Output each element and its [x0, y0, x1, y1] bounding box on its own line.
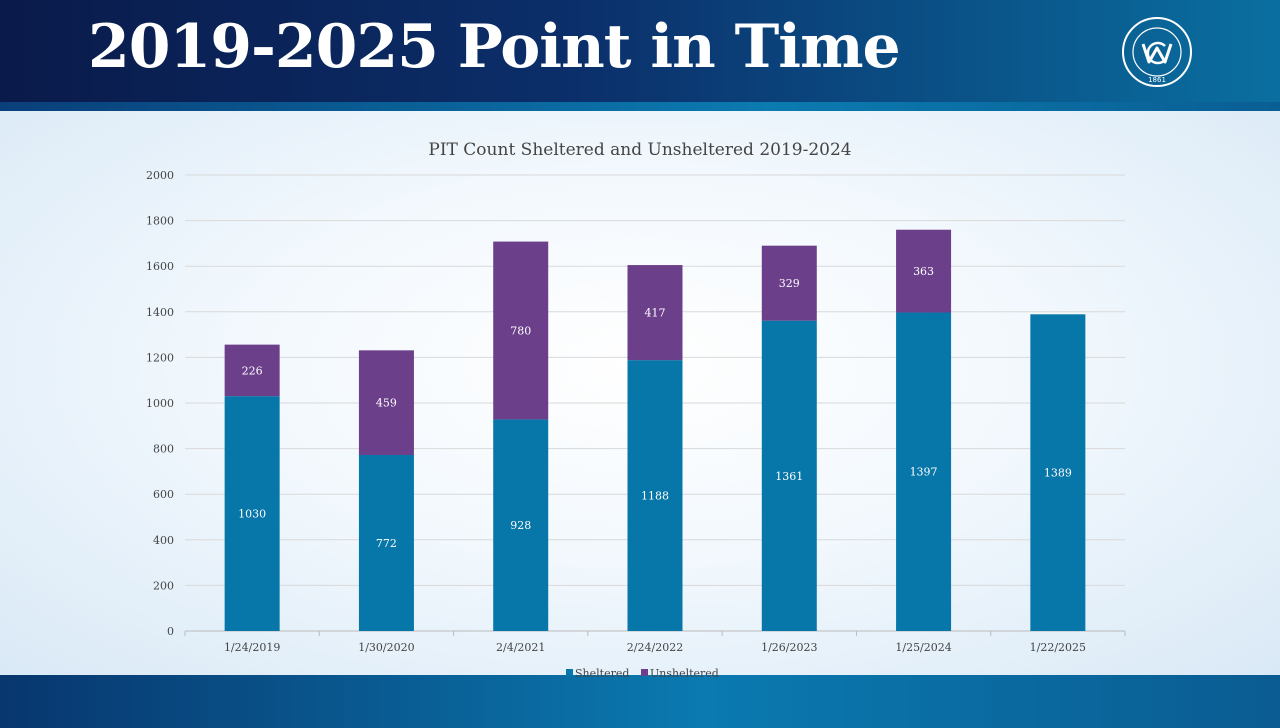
chart-bars: 1030 226 772 459 928 780 1188 417 1361 329 1397 363… [224, 229, 1086, 631]
bar-sheltered [1030, 314, 1086, 631]
data-label: 1030 [238, 508, 266, 521]
legend-swatch-sheltered [566, 669, 573, 676]
x-tick-label: 2/24/2022 [627, 641, 683, 654]
x-tick-label: 1/24/2019 [224, 641, 280, 654]
bar-unsheltered [761, 245, 817, 321]
data-label: 226 [242, 364, 263, 377]
data-label: 459 [376, 397, 397, 410]
y-axis: 0 200 400 600 800 1000 1200 1400 1600 1800 2000 [146, 169, 174, 638]
washoe-county-seal-icon: 1861 [1122, 17, 1192, 87]
bar-unsheltered [896, 229, 952, 313]
y-tick-label: 2000 [146, 169, 174, 182]
y-tick-label: 0 [167, 625, 174, 638]
bar-unsheltered [358, 350, 414, 455]
x-axis: 1/24/2019 1/30/2020 2/4/2021 2/24/2022 1/26/… [184, 631, 1126, 654]
chart-title: PIT Count Sheltered and Unsheltered 2019… [428, 140, 851, 160]
data-label: 329 [779, 277, 800, 290]
bar-sheltered [493, 419, 549, 631]
y-tick-label: 1200 [146, 351, 174, 364]
svg-text:1861: 1861 [1148, 76, 1166, 84]
y-tick-label: 1000 [146, 397, 174, 410]
legend-label: Sheltered [575, 667, 629, 680]
header-stripe [0, 102, 1280, 111]
slide-footer [0, 675, 1280, 728]
x-tick-label: 1/25/2024 [895, 641, 951, 654]
slide-header [0, 0, 1280, 102]
data-label: 363 [913, 265, 934, 278]
y-tick-label: 200 [153, 579, 174, 592]
y-tick-label: 600 [153, 488, 174, 501]
y-tick-label: 400 [153, 534, 174, 547]
bar-unsheltered [493, 241, 549, 420]
bar-unsheltered [627, 265, 683, 361]
data-label: 1361 [775, 470, 803, 483]
data-label: 772 [376, 537, 397, 550]
data-label: 1397 [910, 466, 938, 479]
x-tick-label: 2/4/2021 [496, 641, 545, 654]
x-tick-label: 1/22/2025 [1030, 641, 1086, 654]
x-tick-label: 1/26/2023 [761, 641, 817, 654]
data-label: 417 [645, 307, 666, 320]
bar-sheltered [358, 454, 414, 631]
y-tick-label: 800 [153, 443, 174, 456]
bar-sheltered [761, 320, 817, 631]
y-tick-label: 1800 [146, 215, 174, 228]
y-tick-label: 1400 [146, 306, 174, 319]
data-label: 1188 [641, 490, 669, 503]
x-tick-label: 1/30/2020 [358, 641, 414, 654]
data-label: 1389 [1044, 467, 1072, 480]
y-tick-label: 1600 [146, 260, 174, 273]
data-label: 928 [510, 519, 531, 532]
chart-legend: Sheltered Unsheltered [566, 667, 719, 680]
bar-sheltered [224, 396, 280, 631]
bar-sheltered [627, 360, 683, 631]
legend-label: Unsheltered [650, 667, 719, 680]
legend-swatch-unsheltered [641, 669, 648, 676]
data-label: 780 [510, 324, 531, 337]
bar-sheltered [896, 312, 952, 631]
slide-title: 2019-2025 Point in Time [88, 12, 901, 82]
bar-unsheltered [224, 344, 280, 397]
